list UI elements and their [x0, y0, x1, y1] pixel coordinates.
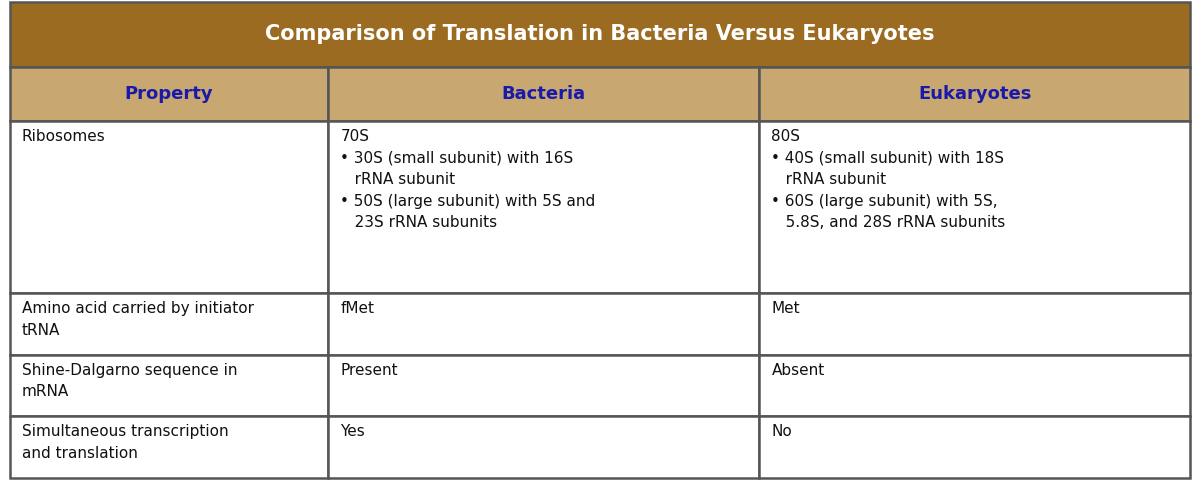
Bar: [329, 355, 760, 416]
Bar: [10, 416, 329, 478]
Text: Absent: Absent: [772, 362, 824, 378]
Text: No: No: [772, 424, 792, 439]
Text: Bacteria: Bacteria: [502, 85, 586, 103]
Bar: [760, 121, 1190, 293]
Text: Shine-Dalgarno sequence in
mRNA: Shine-Dalgarno sequence in mRNA: [22, 362, 238, 399]
Text: Comparison of Translation in Bacteria Versus Eukaryotes: Comparison of Translation in Bacteria Ve…: [265, 24, 935, 45]
Bar: [760, 67, 1190, 121]
Bar: [10, 355, 329, 416]
Bar: [329, 293, 760, 355]
Text: 80S
• 40S (small subunit) with 18S
   rRNA subunit
• 60S (large subunit) with 5S: 80S • 40S (small subunit) with 18S rRNA …: [772, 129, 1006, 230]
Text: 70S
• 30S (small subunit) with 16S
   rRNA subunit
• 50S (large subunit) with 5S: 70S • 30S (small subunit) with 16S rRNA …: [341, 129, 595, 230]
Text: Amino acid carried by initiator
tRNA: Amino acid carried by initiator tRNA: [22, 301, 253, 338]
Text: Simultaneous transcription
and translation: Simultaneous transcription and translati…: [22, 424, 228, 460]
Bar: [760, 416, 1190, 478]
Text: Eukaryotes: Eukaryotes: [918, 85, 1032, 103]
Bar: [10, 2, 1190, 67]
Bar: [329, 416, 760, 478]
Text: Yes: Yes: [341, 424, 365, 439]
Bar: [10, 121, 329, 293]
Text: Present: Present: [341, 362, 398, 378]
Bar: [329, 67, 760, 121]
Bar: [10, 293, 329, 355]
Bar: [760, 355, 1190, 416]
Bar: [10, 67, 329, 121]
Text: Met: Met: [772, 301, 800, 316]
Text: Property: Property: [125, 85, 214, 103]
Text: fMet: fMet: [341, 301, 374, 316]
Text: Ribosomes: Ribosomes: [22, 129, 106, 144]
Bar: [329, 121, 760, 293]
Bar: [760, 293, 1190, 355]
